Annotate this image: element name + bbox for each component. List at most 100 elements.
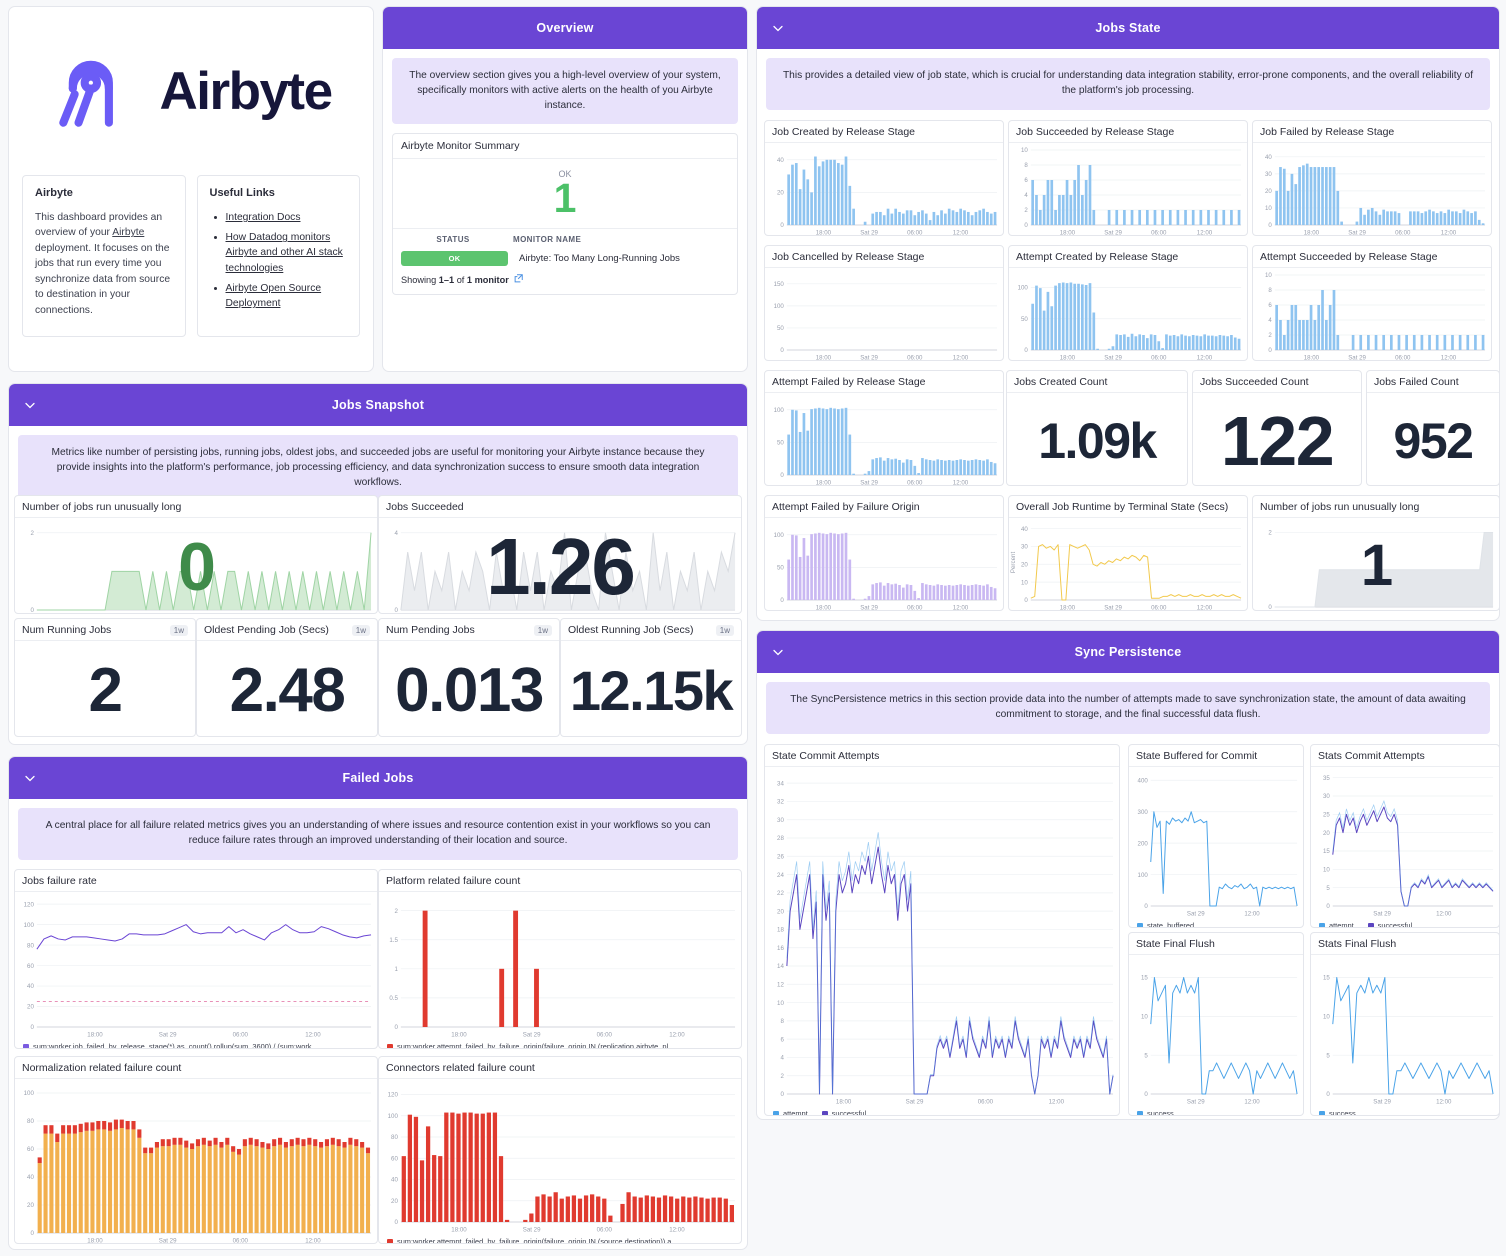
widget-title-text: Platform related failure count [386, 875, 521, 887]
legend-item[interactable]: sum:worker.attempt_failed_by_failure_ori… [379, 1235, 741, 1243]
table-row[interactable]: OK Airbyte: Too Many Long-Running Jobs [393, 249, 737, 272]
widget-number_of_jobs_run_unusually_long_snapshot[interactable]: Number of jobs run unusually long 0 2 0 [14, 495, 378, 614]
svg-text:8: 8 [780, 1018, 784, 1025]
timeframe-badge: 1w [533, 624, 552, 636]
widget-title: Connectors related failure count [379, 1057, 741, 1079]
widget-platform_related_failure_count[interactable]: Platform related failure count 0 0.5 1 1.5 2 1… [378, 869, 742, 1049]
widget-state_final_flush[interactable]: State Final Flush 0 5 10 15 Sat 29 12:00 succes… [1128, 932, 1304, 1116]
svg-text:06:00: 06:00 [597, 1031, 613, 1038]
list-item[interactable]: Integration Docs [226, 210, 348, 225]
widget-jobs_failed_count[interactable]: Jobs Failed Count 952 [1366, 370, 1500, 486]
legend-item[interactable]: state_buffered [1129, 919, 1303, 927]
ok-count: 1 [553, 175, 577, 222]
svg-text:0: 0 [30, 607, 34, 614]
svg-text:06:00: 06:00 [1151, 354, 1167, 361]
svg-text:0: 0 [394, 1024, 398, 1031]
legend-swatch [1137, 1110, 1143, 1115]
widget-jobs_succeeded_count[interactable]: Jobs Succeeded Count 122 [1192, 370, 1362, 486]
widget-job_failed_by_release_stage[interactable]: Job Failed by Release Stage 0 10 20 30 40 18:0… [1252, 120, 1492, 236]
chevron-down-icon[interactable] [23, 771, 37, 785]
link-integration-docs[interactable]: Integration Docs [225, 212, 301, 223]
widget-job_created_by_release_stage[interactable]: Job Created by Release Stage 0 20 40 18:00 Sa… [764, 120, 1004, 236]
svg-text:12:00: 12:00 [953, 354, 969, 361]
legend-item[interactable]: success [1311, 1107, 1499, 1115]
widget-jobs_failure_rate[interactable]: Jobs failure rate 0 20 40 60 80 100 120 18:00 Sat… [14, 869, 378, 1049]
widget-title-text: Jobs Failed Count [1374, 376, 1459, 388]
svg-text:2: 2 [30, 530, 34, 537]
svg-text:20: 20 [391, 1198, 398, 1205]
widget-title: Normalization related failure count [15, 1057, 377, 1079]
svg-text:Sat 29: Sat 29 [1187, 1098, 1205, 1105]
group-title: Sync Persistence [1074, 645, 1182, 659]
svg-text:18:00: 18:00 [1060, 229, 1076, 236]
widget-attempt_failed_by_release_stage[interactable]: Attempt Failed by Release Stage 0 50 100 18:… [764, 370, 1004, 486]
svg-text:40: 40 [27, 983, 34, 990]
svg-text:20: 20 [27, 1004, 34, 1011]
svg-text:Sat 29: Sat 29 [860, 229, 878, 236]
widget-number_of_jobs_run_unusually_long_state[interactable]: Number of jobs run unusually long 0 2 1 [1252, 495, 1500, 611]
widget-title-text: Stats Commit Attempts [1318, 750, 1425, 762]
widget-title: Num Pending Jobs 1w [379, 619, 559, 641]
link-datadog-monitors[interactable]: How Datadog monitors Airbyte and other A… [225, 232, 343, 274]
svg-text:10: 10 [1265, 272, 1272, 279]
widget-body: 2 [15, 641, 195, 736]
legend-item[interactable]: attempt [1319, 921, 1354, 927]
monitor-table: STATUS MONITOR NAME OK Airbyte: Too Many… [393, 228, 737, 294]
jobs-snapshot-note: Metrics like number of persisting jobs, … [18, 435, 738, 502]
chevron-down-icon[interactable] [771, 21, 785, 35]
svg-text:4: 4 [1268, 317, 1272, 324]
widget-oldest_pending_job_secs[interactable]: Oldest Pending Job (Secs) 1w 2.48 [196, 618, 378, 737]
link-open-source-deployment[interactable]: Airbyte Open Source Deployment [225, 282, 322, 310]
widget-attempt_succeeded_by_release_stage[interactable]: Attempt Succeeded by Release Stage 0 2 4 6 8 1… [1252, 245, 1492, 361]
widget-body: 0 10 20 30 40 18:00 Sat 29 06:00 12:00 [1253, 143, 1491, 235]
svg-text:16: 16 [777, 945, 784, 952]
widget-num_pending_jobs[interactable]: Num Pending Jobs 1w 0.013 [378, 618, 560, 737]
svg-text:Sat 29: Sat 29 [906, 1098, 924, 1105]
svg-text:12:00: 12:00 [305, 1031, 321, 1038]
legend-item[interactable]: attempt [773, 1109, 808, 1115]
legend-item[interactable]: successful [821, 1109, 866, 1115]
chevron-down-icon[interactable] [23, 398, 37, 412]
svg-text:0: 0 [780, 222, 784, 229]
legend-item[interactable]: sum:worker.job_failed_by_release_stage(*… [15, 1040, 377, 1048]
timeframe-badge: 1w [169, 624, 188, 636]
widget-jobs_created_count[interactable]: Jobs Created Count 1.09k [1006, 370, 1188, 486]
widget-title-text: Jobs Succeeded Count [1200, 376, 1309, 388]
widget-overall_job_runtime_by_terminal_state[interactable]: Overall Job Runtime by Terminal State (S… [1008, 495, 1248, 611]
legend-item[interactable]: success [1129, 1107, 1303, 1116]
svg-text:0: 0 [1268, 604, 1272, 611]
list-item[interactable]: How Datadog monitors Airbyte and other A… [226, 230, 348, 276]
svg-text:120: 120 [388, 1092, 399, 1099]
chevron-down-icon[interactable] [771, 645, 785, 659]
widget-stats_final_flush[interactable]: Stats Final Flush 0 5 10 15 Sat 29 12:00 succes… [1310, 932, 1500, 1116]
widget-state_buffered_for_commit[interactable]: State Buffered for Commit 0 100 200 300 400 Sa… [1128, 744, 1304, 928]
widget-attempt_created_by_release_stage[interactable]: Attempt Created by Release Stage 0 50 100 18… [1008, 245, 1248, 361]
widget-num_running_jobs[interactable]: Num Running Jobs 1w 2 [14, 618, 196, 737]
widget-normalization_related_failure_count[interactable]: Normalization related failure count 0 20 40… [14, 1056, 378, 1244]
svg-text:4: 4 [1024, 192, 1028, 199]
widget-job_cancelled_by_release_stage[interactable]: Job Cancelled by Release Stage 0 50 100 150 1… [764, 245, 1004, 361]
external-link-icon[interactable] [514, 274, 523, 285]
legend-item[interactable]: successful [1367, 921, 1412, 927]
widget-title-text: State Commit Attempts [772, 750, 880, 762]
svg-text:2: 2 [1268, 332, 1272, 339]
svg-text:12:00: 12:00 [1441, 354, 1457, 361]
legend-label: success [1147, 1109, 1174, 1116]
airbyte-inline-link[interactable]: Airbyte [112, 227, 145, 239]
widget-state_commit_attempts[interactable]: State Commit Attempts 0 2 4 6 8 10 12 14 16 18 20 22… [764, 744, 1120, 1116]
widget-stats_commit_attempts[interactable]: Stats Commit Attempts 0 5 10 15 20 25 30 35 Sat 2… [1310, 744, 1500, 928]
svg-text:1: 1 [394, 966, 398, 973]
widget-connectors_related_failure_count[interactable]: Connectors related failure count 0 20 40 60 8… [378, 1056, 742, 1244]
widget-jobs_succeeded_snapshot[interactable]: Jobs Succeeded 0 4 1.26 [378, 495, 742, 614]
airbyte-monitor-summary-widget: Airbyte Monitor Summary OK 1 STATUS MONI… [392, 133, 738, 296]
widget-body: 0.013 [379, 641, 559, 736]
widget-attempt_failed_by_failure_origin[interactable]: Attempt Failed by Failure Origin 0 50 100 18… [764, 495, 1004, 611]
legend-item[interactable]: sum:worker.attempt_failed_by_failure_ori… [379, 1040, 741, 1048]
monitor-name[interactable]: Airbyte: Too Many Long-Running Jobs [519, 253, 680, 265]
list-item[interactable]: Airbyte Open Source Deployment [226, 281, 348, 311]
widget-job_succeeded_by_release_stage[interactable]: Job Succeeded by Release Stage 0 2 4 6 8 10 18:… [1008, 120, 1248, 236]
svg-text:15: 15 [1141, 975, 1148, 982]
legend-swatch [1319, 1110, 1325, 1115]
widget-oldest_running_job_secs[interactable]: Oldest Running Job (Secs) 1w 12.15k [560, 618, 742, 737]
